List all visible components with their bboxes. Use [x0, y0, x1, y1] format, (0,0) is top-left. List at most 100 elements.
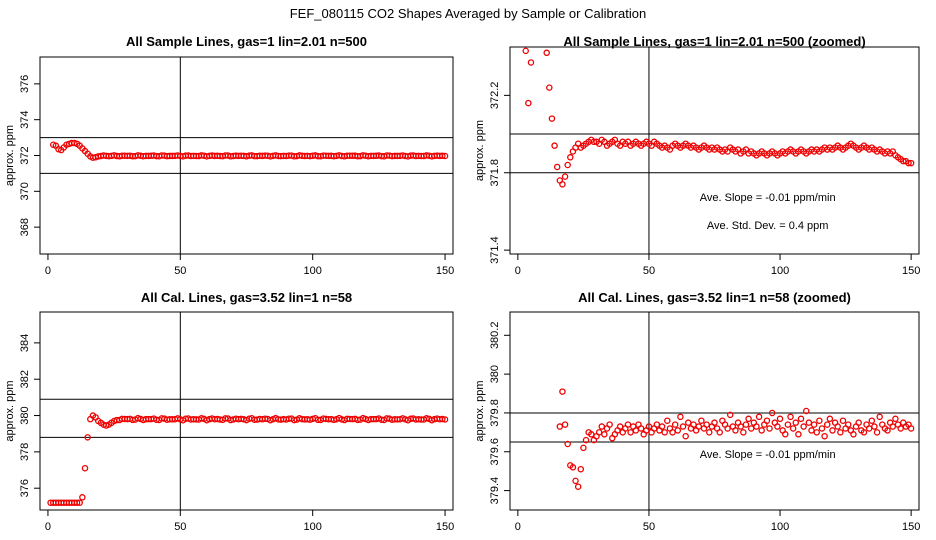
data-point: [873, 429, 881, 436]
data-point: [653, 421, 661, 428]
data-point: [776, 415, 784, 423]
data-point: [855, 419, 862, 426]
chart-panel-1: All Sample Lines, gas=1 lin=2.01 n=500 0 5…: [4, 34, 454, 277]
y-tick-label: 374: [19, 111, 31, 129]
data-point: [645, 423, 653, 430]
data-point: [671, 421, 679, 428]
data-point: [616, 423, 624, 430]
y-tick-label: 372.2: [489, 82, 501, 110]
data-point: [661, 429, 668, 436]
x-tick-label: 0: [515, 521, 521, 533]
data-point: [907, 425, 915, 432]
chart-panel-3: All Cal. Lines, gas=3.52 lin=1 n=58 0 50 10…: [4, 290, 454, 533]
data-point: [441, 416, 449, 423]
data-point: [816, 417, 823, 424]
plot-frame: [509, 46, 920, 255]
y-tick-label: 368: [19, 218, 31, 236]
data-point: [829, 427, 836, 434]
plot-frame: [39, 311, 454, 511]
data-point: [823, 421, 831, 428]
y-tick-label: 380.2: [489, 322, 501, 350]
data-point: [598, 423, 606, 430]
data-point: [567, 154, 574, 161]
data-point: [905, 159, 912, 167]
x-tick-label: 100: [771, 521, 789, 533]
data-point: [860, 429, 868, 436]
data-point: [595, 429, 603, 436]
x-tick-label: 100: [771, 265, 789, 277]
data-point: [556, 423, 564, 430]
data-point: [782, 431, 789, 438]
data-point: [758, 427, 765, 434]
x-tick-label: 0: [45, 521, 51, 533]
data-point: [724, 425, 731, 432]
data-point: [439, 152, 446, 160]
data-point: [813, 429, 821, 436]
annotation: Ave. Slope = -0.01 ppm/min: [700, 192, 836, 204]
y-tick-label: 379.8: [489, 399, 501, 427]
data-point: [745, 415, 752, 423]
y-tick-label: 379.6: [489, 438, 501, 466]
data-point: [548, 115, 556, 122]
x-tick-label: 150: [902, 265, 920, 277]
data-point: [677, 413, 684, 421]
x-tick-label: 50: [174, 265, 186, 277]
data-point: [695, 423, 703, 430]
x-tick-label: 100: [304, 265, 322, 277]
data-point: [632, 427, 640, 434]
data-point: [582, 436, 590, 444]
data-point: [439, 415, 446, 423]
annotation: Ave. Std. Dev. = 0.4 ppm: [707, 220, 829, 232]
data-point: [784, 421, 792, 428]
data-point: [789, 425, 797, 432]
data-point: [690, 421, 697, 428]
x-tick-label: 150: [902, 521, 920, 533]
y-tick-label: 382: [19, 370, 31, 388]
annotation: Ave. Slope = -0.01 ppm/min: [700, 449, 836, 461]
chart-title: All Sample Lines, gas=1 lin=2.01 n=500: [126, 34, 367, 49]
data-point: [574, 483, 582, 490]
y-axis-label: approx. ppm: [474, 380, 486, 441]
data-point: [808, 427, 815, 434]
data-point: [606, 421, 613, 428]
data-point: [664, 417, 671, 424]
figure-title: FEF_080115 CO2 Shapes Averaged by Sample…: [289, 6, 647, 21]
data-points: [522, 47, 915, 188]
data-point: [706, 429, 713, 436]
data-point: [703, 421, 710, 428]
data-point: [546, 84, 553, 91]
data-point: [559, 181, 566, 188]
data-point: [826, 415, 834, 423]
x-tick-label: 0: [515, 265, 521, 277]
data-point: [839, 417, 847, 424]
data-point: [84, 434, 91, 441]
x-tick-label: 100: [304, 521, 322, 533]
data-point: [711, 419, 718, 426]
data-point: [889, 423, 897, 430]
data-point: [698, 417, 705, 424]
data-point: [522, 47, 529, 55]
data-point: [627, 429, 634, 436]
data-point: [569, 464, 577, 471]
data-point: [543, 49, 550, 57]
y-axis-label: approx. ppm: [474, 120, 486, 181]
data-point: [795, 431, 802, 438]
data-point: [818, 425, 826, 432]
y-tick-label: 380: [489, 365, 501, 383]
data-point: [682, 432, 689, 440]
data-point: [768, 409, 776, 417]
data-point: [747, 425, 755, 432]
data-point: [900, 157, 907, 165]
data-point: [797, 415, 805, 423]
data-point: [753, 423, 760, 430]
data-point: [441, 152, 449, 160]
y-tick-label: 378: [19, 443, 31, 461]
data-point: [766, 425, 773, 432]
data-point: [679, 423, 687, 430]
data-point: [716, 429, 723, 436]
y-tick-label: 379.4: [489, 477, 501, 505]
y-tick-label: 380: [19, 406, 31, 424]
data-point: [572, 477, 579, 485]
